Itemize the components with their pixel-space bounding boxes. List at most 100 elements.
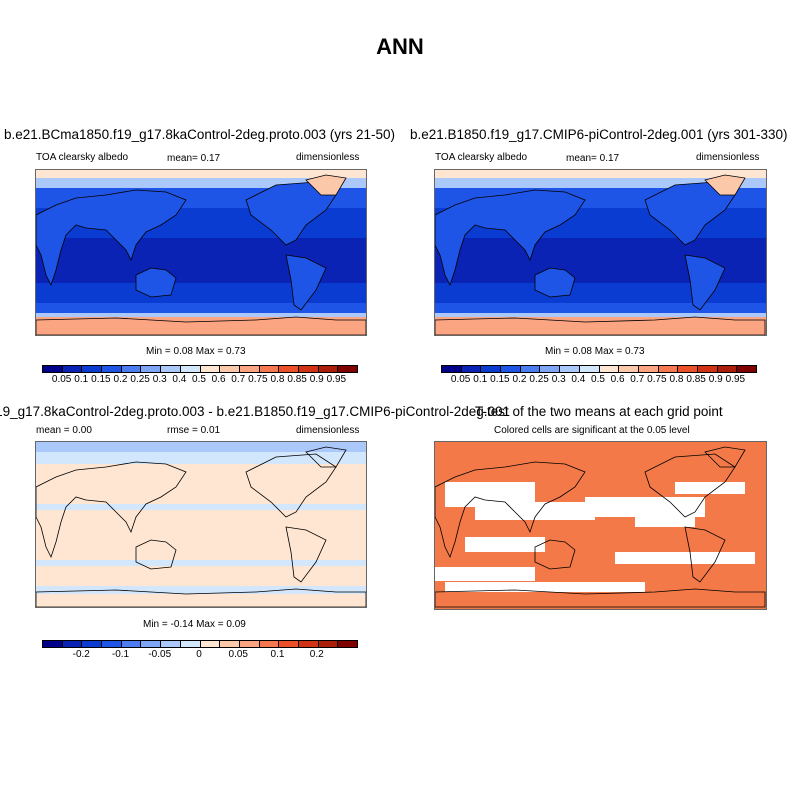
map-contour-band: [36, 504, 366, 510]
map-contour-band: [36, 313, 366, 317]
panel-3-units: dimensionless: [296, 425, 360, 436]
coastline: [435, 189, 586, 287]
colorbar-tick-label: 0.6: [610, 374, 625, 385]
colorbar-tick-label: 0.15: [91, 374, 111, 385]
panel-4-subtitle: Colored cells are significant at the 0.0…: [494, 425, 690, 436]
non-significant-cells: [615, 552, 755, 564]
colorbar-tick-label: 0.4: [172, 374, 187, 385]
coastline: [135, 267, 177, 298]
non-significant-cells: [475, 502, 595, 520]
colorbar-tick-label: 0.5: [192, 374, 206, 385]
colorbar-tick-label: 0.7: [231, 374, 246, 385]
colorbar-swatch: [102, 366, 122, 372]
colorbar-swatch: [141, 641, 162, 647]
colorbar-tick-label: 0.8: [270, 374, 285, 385]
map-contour-band: [36, 303, 366, 313]
colorbar-tick-label: 0.15: [490, 374, 510, 385]
panel-1-colorbar: [42, 365, 358, 373]
colorbar-swatch: [239, 641, 260, 647]
map-contour-band: [36, 560, 366, 566]
colorbar-swatch: [43, 641, 63, 647]
coastline: [305, 446, 347, 468]
colorbar-swatch: [599, 366, 620, 372]
colorbar-swatch: [62, 366, 83, 372]
map-contour-band: [435, 313, 766, 317]
panel-2-variable: TOA clearsky albedo: [435, 152, 528, 163]
colorbar-swatch: [259, 641, 280, 647]
colorbar-swatch: [141, 366, 162, 372]
colorbar-swatch: [638, 366, 659, 372]
colorbar-swatch: [220, 366, 240, 372]
coastline: [534, 539, 576, 570]
colorbar-swatch: [279, 366, 299, 372]
map-contour-band: [36, 586, 366, 594]
colorbar-tick-label: 0.85: [287, 374, 307, 385]
panel-2-colorbar: [441, 365, 757, 373]
colorbar-swatch: [121, 641, 142, 647]
panel-1-mean: mean= 0.17: [167, 153, 221, 164]
colorbar-swatch: [678, 366, 698, 372]
colorbar-swatch: [338, 366, 357, 372]
panel-1-map: [35, 169, 367, 336]
map-contour-band: [36, 178, 366, 188]
coastline: [36, 316, 366, 335]
colorbar-tick-label: 0.1: [270, 649, 285, 660]
colorbar-tick-label: 0.2: [309, 649, 324, 660]
panel-1-minmax: Min = 0.08 Max = 0.73: [146, 346, 246, 357]
coastline: [285, 254, 327, 311]
map-contour-band: [435, 170, 766, 178]
colorbar-tick-label: 0.2: [512, 374, 527, 385]
panel-2-title: b.e21.B1850.f19_g17.CMIP6-piControl-2deg…: [410, 127, 788, 142]
coastline: [245, 181, 337, 246]
coastline: [704, 174, 746, 196]
panel-4-map: [434, 441, 767, 610]
land-region: [36, 190, 186, 285]
panel-3-colorbar: [42, 640, 358, 648]
land-region: [136, 268, 176, 297]
colorbar-tick-label: 0.75: [248, 374, 268, 385]
colorbar-swatch: [161, 366, 181, 372]
colorbar-tick-label: 0.25: [529, 374, 549, 385]
coastline: [36, 588, 366, 607]
colorbar-tick-label: 0: [196, 649, 202, 660]
panel-3-minmax: Min = -0.14 Max = 0.09: [143, 619, 246, 630]
colorbar-tick-label: 0.6: [211, 374, 226, 385]
colorbar-swatch: [540, 366, 561, 372]
coastline: [684, 526, 726, 583]
map-contour-band: [435, 283, 766, 303]
map-contour-band: [36, 566, 366, 586]
colorbar-swatch: [737, 366, 756, 372]
colorbar-swatch: [62, 641, 83, 647]
colorbar-swatch: [717, 366, 738, 372]
map-contour-band: [36, 594, 366, 607]
colorbar-tick-label: 0.75: [647, 374, 667, 385]
land-region: [435, 190, 585, 285]
colorbar-tick-label: -0.1: [111, 649, 130, 660]
panel-2-mean: mean= 0.17: [566, 153, 620, 164]
panel-1-units: dimensionless: [296, 152, 360, 163]
land-region: [535, 268, 575, 297]
non-significant-cells: [585, 497, 705, 517]
panel-3-map: [35, 441, 367, 608]
coastline: [245, 453, 337, 518]
colorbar-swatch: [180, 366, 201, 372]
coastline: [285, 526, 327, 583]
colorbar-swatch: [501, 366, 521, 372]
colorbar-tick-label: 0.4: [571, 374, 586, 385]
colorbar-tick-label: 0.05: [51, 374, 72, 385]
colorbar-swatch: [102, 641, 122, 647]
colorbar-swatch: [180, 641, 201, 647]
colorbar-tick-label: 0.5: [591, 374, 605, 385]
colorbar-swatch: [161, 641, 181, 647]
non-significant-cells: [635, 517, 695, 527]
colorbar-swatch: [520, 366, 541, 372]
colorbar-tick-label: 0.7: [630, 374, 645, 385]
colorbar-swatch: [442, 366, 462, 372]
map-contour-band: [36, 170, 366, 178]
colorbar-swatch: [318, 641, 339, 647]
colorbar-swatch: [658, 366, 679, 372]
colorbar-swatch: [697, 366, 718, 372]
map-contour-band: [36, 464, 366, 504]
colorbar-swatch: [200, 641, 221, 647]
